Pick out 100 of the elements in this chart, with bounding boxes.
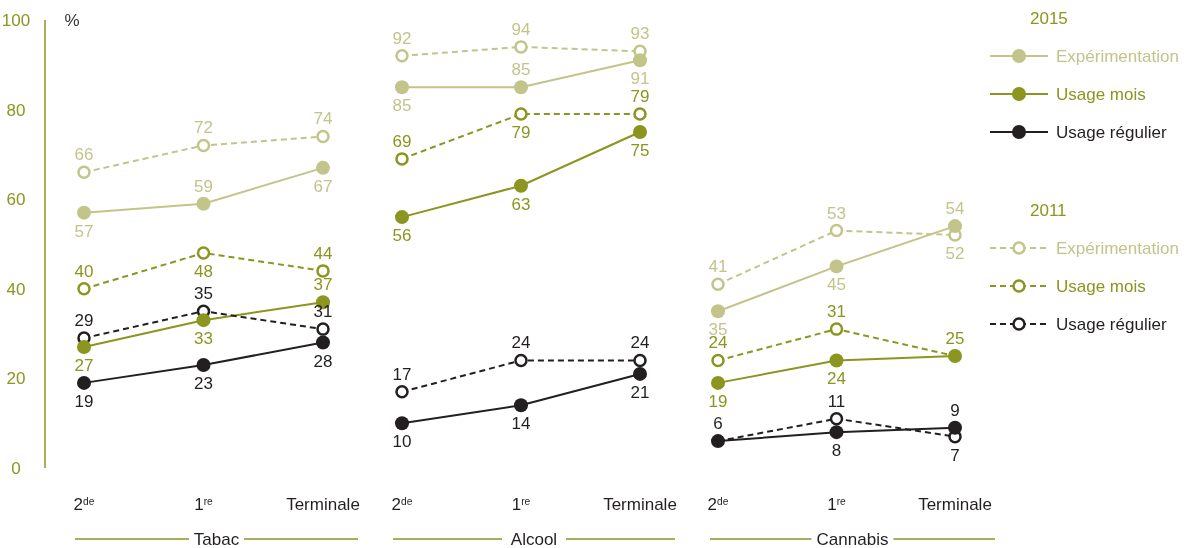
x-axis-title: Cannabis [816,530,889,548]
data-label: 59 [194,176,213,196]
point [196,357,211,372]
data-label: 24 [630,333,650,353]
point [633,353,647,368]
data-label: 6 [713,414,723,434]
point [77,375,91,390]
x-tick-label: Terminale [918,495,992,514]
point [829,425,844,440]
legend-label: Usage régulier [1056,315,1167,334]
data-label: 52 [945,244,965,264]
data-label: 25 [945,329,965,348]
data-label: 74 [313,109,333,129]
point [316,335,330,350]
y-tick-label: 40 [6,279,26,299]
data-label: 8 [831,441,842,461]
point [77,165,91,180]
point [948,219,962,234]
point [514,353,528,368]
point [395,49,409,63]
legend-label: Usage mois [1056,277,1146,296]
data-label: 33 [194,329,213,349]
point [711,304,725,319]
data-label: 37 [313,275,333,295]
point [711,434,725,449]
point [316,264,330,278]
data-label: 11 [827,391,846,411]
point [829,259,844,274]
point [395,152,409,166]
data-label: 48 [194,261,213,281]
point [633,125,647,139]
data-label: 93 [630,24,650,44]
data-label: 92 [392,28,412,48]
x-tick-label: 1$^{re}$ [827,495,847,514]
data-label: 31 [313,302,333,322]
point [77,282,91,296]
point [196,196,211,211]
x-tick-label: 1$^{re}$ [194,495,214,514]
point [514,107,528,121]
point [633,366,647,381]
data-label: 7 [950,445,960,465]
point [316,322,330,336]
point [633,53,647,68]
x-tick-label: Terminale [286,495,360,514]
y-tick-label: 0 [11,459,21,478]
text: 2015 [1030,9,1068,28]
data-label: 75 [630,141,650,160]
data-label: 19 [708,391,728,411]
data-label: 66 [74,145,94,165]
point [633,107,647,121]
point [711,375,725,390]
point [829,223,844,238]
data-label: 85 [511,60,531,80]
legend-label: Expérimentation [1056,239,1179,258]
y-tick-label: 60 [6,190,26,210]
x-axis-title: Alcool [510,530,558,548]
point [196,138,211,153]
point [711,277,725,292]
data-label: 14 [511,414,531,434]
point [77,340,91,355]
data-label: 94 [511,19,531,39]
x-tick-label: 2$^{de}$ [73,495,95,514]
point [196,313,211,328]
data-label: 54 [945,199,965,219]
data-label: 23 [194,373,213,393]
data-label: 28 [313,351,333,371]
point [711,353,725,368]
y-tick-label: 80 [6,100,26,120]
data-label: 41 [708,257,728,277]
data-label: 17 [392,364,412,384]
data-label: 9 [950,400,960,420]
data-label: 56 [392,226,412,246]
data-label: 19 [74,391,94,411]
point [316,160,330,175]
point [829,353,844,368]
y-axis-title: % [64,11,80,30]
point [395,416,409,431]
text: 2011 [1030,201,1067,220]
y-tick-label: 20 [6,369,26,389]
data-label: 85 [392,96,412,116]
data-label: 69 [392,131,412,151]
data-label: 21 [630,382,650,402]
data-label: 35 [194,284,213,304]
data-label: 27 [74,356,94,376]
point [829,322,844,336]
point [395,210,409,225]
data-label: 91 [630,69,650,89]
legend-label: Expérimentation [1056,47,1179,66]
point [948,420,962,435]
x-tick-label: 1$^{re}$ [511,495,531,514]
data-label: 40 [74,261,94,281]
data-label: 24 [827,369,846,389]
y-tick-label: 100 [1,11,31,30]
data-label: 72 [194,118,213,138]
point [829,411,844,426]
legend-label: Usage régulier [1056,123,1167,142]
point [514,398,528,413]
point [316,129,330,144]
data-label: 10 [392,432,412,452]
data-label: 45 [827,275,846,295]
